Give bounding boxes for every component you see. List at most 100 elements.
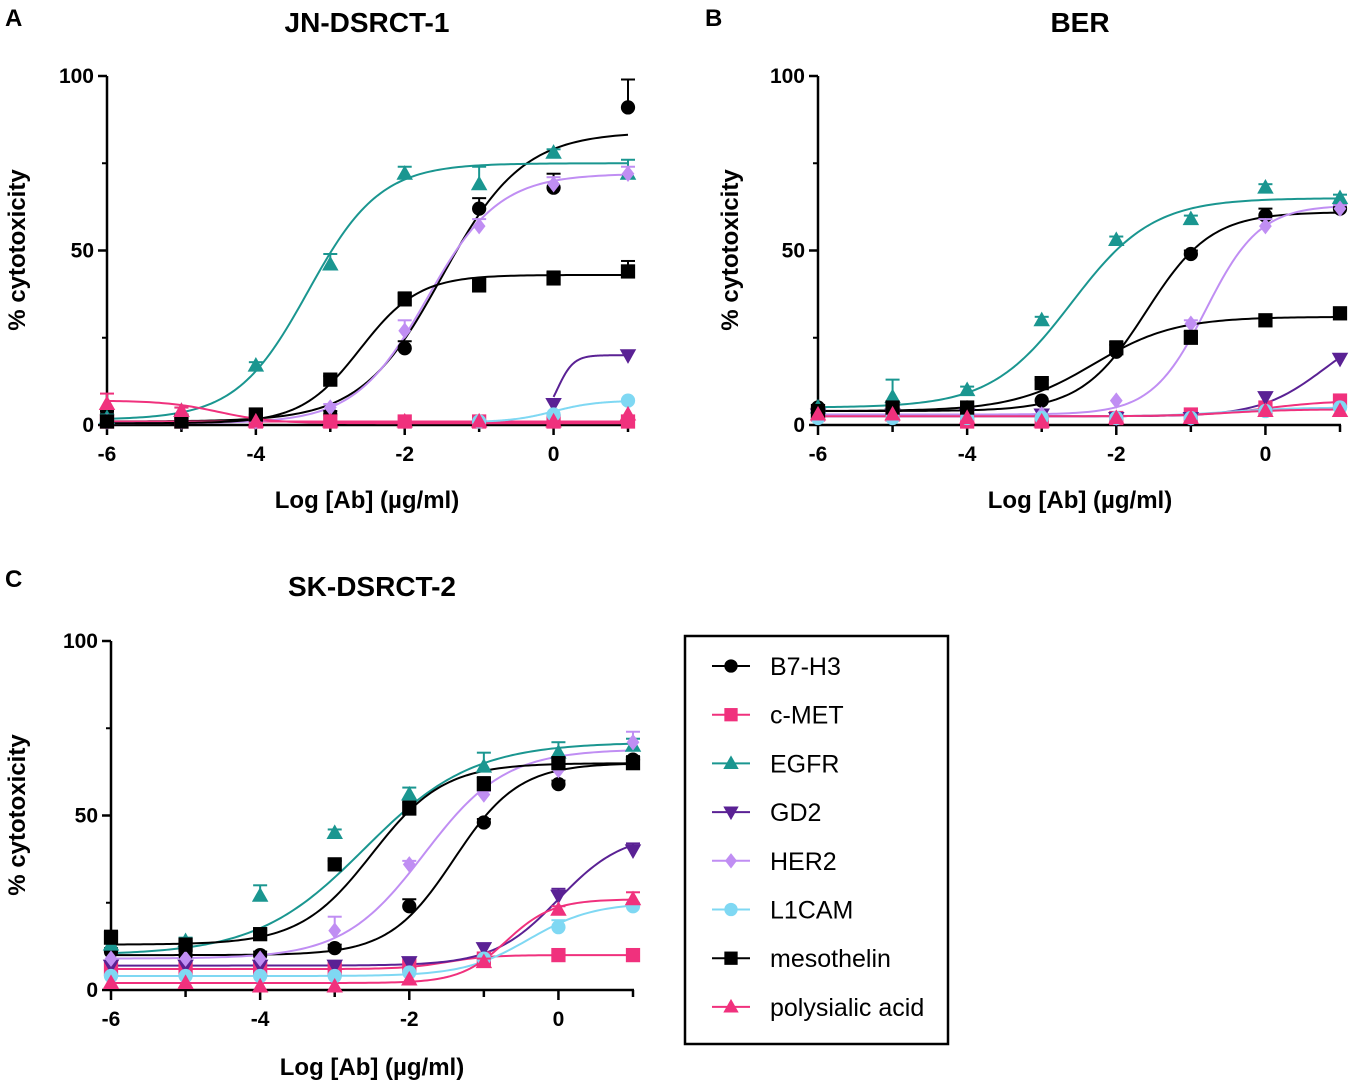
panel-b-point-mesothelin <box>1183 330 1198 345</box>
panel-b-point-mesothelin <box>1258 313 1273 328</box>
panel-b-x-tick-label: 0 <box>1260 443 1272 466</box>
legend-label: HER2 <box>770 848 837 876</box>
panel-c-x-tick-label: -4 <box>251 1008 270 1031</box>
panel-b-point-egfr <box>958 381 976 397</box>
panel-c-point-polysialic-acid <box>326 977 343 993</box>
panel-c-point-mesothelin <box>625 756 641 771</box>
panel-b-point-egfr <box>1331 189 1349 205</box>
panel-b-point-mesothelin <box>1109 341 1124 356</box>
panel-a-point-polysialic-acid <box>247 412 265 428</box>
panel-b-curve-her2 <box>818 205 1341 416</box>
panel-c-axes: 0 50 100 -6 -4 -2 0 <box>63 630 635 1031</box>
panel-c-point-egfr <box>326 824 343 839</box>
legend-item-polysialic-acid: polysialic acid <box>712 994 924 1022</box>
panel-b-y-tick-label: 0 <box>793 414 805 437</box>
panel-b-y-tick-label: 100 <box>770 65 805 88</box>
panel-b-point-polysialic-acid <box>884 405 901 421</box>
panel-c-y-label: % cytotoxicity <box>4 734 31 896</box>
panel-c-point-polysialic-acid <box>475 953 493 969</box>
panel-b-point-her2 <box>1184 315 1198 333</box>
panel-a-point-polysialic-acid <box>173 402 190 418</box>
panel-letter-b: B <box>705 5 722 32</box>
panel-a-point-mesothelin <box>472 278 487 293</box>
legend-label: GD2 <box>770 799 821 827</box>
panel-c-point-c-met <box>625 947 641 963</box>
panel-a-point-egfr <box>247 357 265 372</box>
panel-a: A JN-DSRCT-1 0 50 100 -6 -4 -2 0 Log [Ab] (µg/… <box>4 5 637 514</box>
panel-b-point-polysialic-acid <box>1182 409 1200 425</box>
panel-a-point-her2 <box>323 399 337 416</box>
panel-b-point-gd2 <box>1331 352 1349 368</box>
panel-b-y-label: % cytotoxicity <box>717 169 744 331</box>
panel-letter-a: A <box>5 5 22 32</box>
panel-a-point-polysialic-acid <box>322 412 339 428</box>
legend-item-l1cam: L1CAM <box>712 897 853 925</box>
panel-b-point-polysialic-acid <box>958 409 976 425</box>
panel-a-axes: 0 50 100 -6 -4 -2 0 <box>59 65 630 466</box>
panel-c-y-tick-label: 100 <box>63 630 98 653</box>
panel-a-x-tick-label: -2 <box>395 443 414 466</box>
panel-a-x-tick-label: -4 <box>247 443 266 466</box>
panel-a-point-polysialic-acid <box>470 412 488 428</box>
panel-b-x-tick-label: -2 <box>1107 443 1126 466</box>
panel-c-point-her2 <box>402 856 416 873</box>
panel-a-point-polysialic-acid <box>619 405 637 421</box>
panel-c-point-gd2 <box>550 889 567 905</box>
panel-a-point-b7-h3 <box>472 201 487 216</box>
panel-a-point-polysialic-acid <box>545 412 562 428</box>
panel-b-point-polysialic-acid <box>1108 409 1125 425</box>
legend-item-gd2: GD2 <box>712 799 821 827</box>
panel-c-y-tick-label: 0 <box>86 979 98 1002</box>
panel-b-point-egfr <box>1182 210 1200 226</box>
panel-c-point-l1cam <box>551 920 566 935</box>
panel-a-point-b7-h3 <box>620 100 636 115</box>
legend-label: B7-H3 <box>770 653 841 681</box>
panel-b-point-mesothelin <box>960 400 975 415</box>
panel-b-point-polysialic-acid <box>1033 412 1050 428</box>
panel-b-x-tick-label: -6 <box>809 443 828 466</box>
panel-c-point-polysialic-acid <box>624 890 642 906</box>
legend-marker <box>724 659 738 673</box>
panel-c-curve-egfr <box>110 742 634 955</box>
panel-b-point-mesothelin <box>1332 306 1348 321</box>
panel-c-point-gd2 <box>177 959 194 975</box>
legend-item-mesothelin: mesothelin <box>712 945 891 973</box>
legend-marker <box>723 998 739 1013</box>
panel-c: C SK-DSRCT-2 0 50 100 -6 -4 -2 0 Log [Ab] (µg/… <box>4 566 642 1081</box>
panel-a-curves <box>106 133 629 425</box>
panel-a-y-tick-label: 50 <box>71 240 94 263</box>
panel-b-point-polysialic-acid <box>1257 402 1274 418</box>
panel-a-y-tick-label: 100 <box>59 65 94 88</box>
panel-c-point-b7-h3 <box>402 899 417 914</box>
panel-b-points <box>809 179 1349 429</box>
panel-a-point-egfr <box>545 144 562 159</box>
panel-b-point-b7-h3 <box>1034 393 1049 408</box>
panel-c-point-c-met <box>551 947 566 963</box>
panel-c-x-tick-label: 0 <box>553 1008 565 1031</box>
panel-b-curves <box>817 197 1341 418</box>
legend-label: EGFR <box>770 750 839 778</box>
panel-a-point-mesothelin <box>174 414 189 429</box>
panel-a-point-her2 <box>472 217 486 235</box>
panel-a-curve-mesothelin <box>106 273 628 425</box>
legend-marker <box>724 902 738 917</box>
legend-label: polysialic acid <box>770 994 924 1022</box>
panel-c-point-her2 <box>328 922 342 939</box>
legend-label: L1CAM <box>770 897 853 925</box>
panel-c-point-mesothelin <box>103 930 119 945</box>
panel-b-title: BER <box>1050 7 1109 38</box>
legend-marker <box>724 951 738 965</box>
panel-c-y-tick-label: 50 <box>75 805 98 828</box>
panel-b-point-egfr <box>1257 179 1274 194</box>
panel-b-point-her2 <box>1259 217 1272 235</box>
panel-c-x-label: Log [Ab] (µg/ml) <box>280 1054 464 1081</box>
panel-a-point-mesothelin <box>620 264 636 279</box>
panel-b-point-egfr <box>1033 311 1050 327</box>
panel-c-point-egfr <box>550 744 567 759</box>
panel-c-point-mesothelin <box>402 801 417 816</box>
panel-c-x-tick-label: -2 <box>400 1008 419 1031</box>
panel-a-x-label: Log [Ab] (µg/ml) <box>275 487 459 514</box>
panel-c-x-tick-label: -6 <box>102 1008 121 1031</box>
legend-item-her2: HER2 <box>712 848 837 876</box>
legend-item-egfr: EGFR <box>712 750 839 778</box>
